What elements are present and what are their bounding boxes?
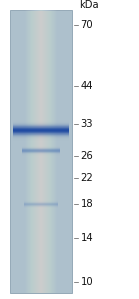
- Bar: [35, 10, 47, 293]
- Bar: [30, 10, 52, 293]
- Bar: [30, 10, 53, 293]
- Bar: [13, 127, 69, 128]
- Bar: [13, 137, 69, 138]
- Bar: [38, 10, 44, 293]
- Bar: [29, 10, 53, 293]
- Bar: [13, 122, 69, 123]
- Bar: [36, 10, 46, 293]
- Text: 33: 33: [81, 119, 93, 129]
- Bar: [32, 10, 50, 293]
- Text: 44: 44: [81, 81, 93, 91]
- Bar: [13, 120, 69, 121]
- Bar: [26, 10, 56, 293]
- Bar: [34, 10, 48, 293]
- Text: 26: 26: [81, 151, 93, 161]
- Bar: [31, 10, 51, 293]
- Bar: [13, 136, 69, 137]
- Bar: [13, 131, 69, 132]
- Bar: [39, 10, 43, 293]
- Bar: [13, 129, 69, 130]
- Bar: [26, 10, 56, 293]
- Bar: [28, 10, 54, 293]
- Bar: [13, 124, 69, 125]
- Text: 22: 22: [81, 173, 93, 183]
- Bar: [34, 10, 48, 293]
- Text: 14: 14: [81, 233, 93, 242]
- Bar: [35, 10, 47, 293]
- Text: 70: 70: [81, 20, 93, 30]
- Bar: [13, 135, 69, 136]
- Bar: [13, 134, 69, 135]
- Bar: [38, 10, 44, 293]
- Text: 10: 10: [81, 277, 93, 287]
- Bar: [13, 132, 69, 133]
- Bar: [37, 10, 45, 293]
- Bar: [13, 140, 69, 141]
- Bar: [13, 133, 69, 134]
- Bar: [25, 10, 57, 293]
- Text: 18: 18: [81, 199, 93, 209]
- Bar: [36, 10, 46, 293]
- Bar: [13, 130, 69, 131]
- Bar: [33, 10, 49, 293]
- Bar: [37, 10, 45, 293]
- Bar: [27, 10, 55, 293]
- Bar: [28, 10, 54, 293]
- Bar: [39, 10, 43, 293]
- Bar: [13, 128, 69, 129]
- Bar: [33, 10, 49, 293]
- Bar: [13, 139, 69, 140]
- Text: kDa: kDa: [79, 0, 99, 10]
- Bar: [13, 125, 69, 126]
- Bar: [10, 10, 72, 293]
- Bar: [13, 126, 69, 127]
- Bar: [40, 10, 42, 293]
- Bar: [13, 138, 69, 139]
- Bar: [32, 10, 50, 293]
- Bar: [31, 10, 51, 293]
- Bar: [13, 121, 69, 122]
- Bar: [28, 10, 55, 293]
- Bar: [13, 123, 69, 124]
- Bar: [40, 10, 42, 293]
